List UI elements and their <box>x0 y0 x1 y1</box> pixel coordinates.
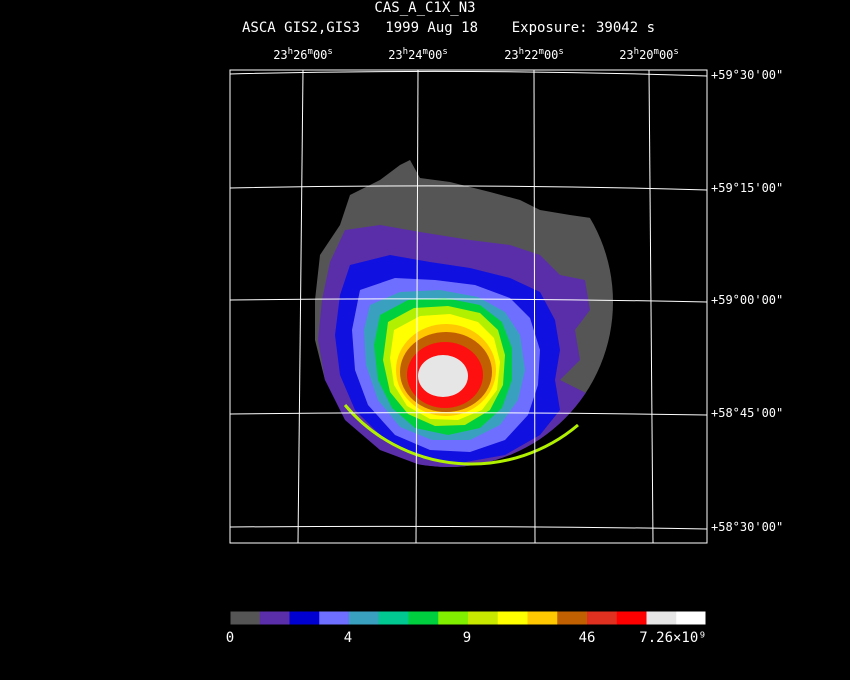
fov-rim <box>343 404 579 466</box>
colorbar-label-max: 7.26×10⁹ <box>639 630 707 646</box>
dec-label-1: +59°30'00" <box>711 68 784 82</box>
colorbar-swatch <box>230 611 261 625</box>
colorbar <box>230 611 707 625</box>
ra-label-1: 23h26m00s <box>273 47 333 62</box>
colorbar-swatch <box>259 611 290 625</box>
colorbar-frame <box>229 610 707 626</box>
colorbar-swatch <box>527 611 558 625</box>
colorbar-swatch <box>646 611 677 625</box>
dec-label-3: +59°00'00" <box>711 293 784 307</box>
core-region <box>418 355 468 397</box>
colorbar-swatch <box>438 611 469 625</box>
grid-ra-1 <box>297 69 304 544</box>
ra-label-2: 23h24m00s <box>388 47 448 62</box>
colorbar-swatch <box>289 611 320 625</box>
colorbar-swatch <box>676 611 707 625</box>
dec-label-2: +59°15'00" <box>711 181 784 195</box>
colorbar-swatch <box>497 611 528 625</box>
colorbar-swatch <box>587 611 618 625</box>
ra-label-4: 23h20m00s <box>619 47 679 62</box>
grid-dec-4 <box>229 412 708 416</box>
colorbar-swatch <box>616 611 647 625</box>
colorbar-label-4: 46 <box>578 630 596 646</box>
colorbar-label-min: 0 <box>225 630 235 646</box>
emission-map <box>315 160 613 467</box>
colorbar-swatch <box>378 611 409 625</box>
grid-dec-1 <box>229 70 708 77</box>
colorbar-swatch <box>349 611 380 625</box>
colorbar-swatch <box>408 611 439 625</box>
dec-label-5: +58°30'00" <box>711 520 784 534</box>
colorbar-swatch <box>319 611 350 625</box>
grid-dec-5 <box>229 525 708 530</box>
dec-label-4: +58°45'00" <box>711 406 784 420</box>
grid-dec-3 <box>229 298 708 303</box>
grid-dec-2 <box>229 185 708 191</box>
ra-label-3: 23h22m00s <box>504 47 564 62</box>
grid-ra-3 <box>533 69 536 544</box>
observation-subtitle: ASCA GIS2,GIS3 1999 Aug 18 Exposure: 390… <box>242 20 656 36</box>
plot-frame <box>229 69 708 544</box>
grid-ra-4 <box>648 69 654 544</box>
colorbar-label-3: 9 <box>462 630 472 646</box>
grid-ra-2 <box>415 69 419 544</box>
image-title: CAS_A_C1X_N3 <box>374 0 476 16</box>
coordinate-grid <box>229 69 708 544</box>
colorbar-label-2: 4 <box>343 630 353 646</box>
colorbar-swatch <box>557 611 588 625</box>
colorbar-swatch <box>468 611 499 625</box>
